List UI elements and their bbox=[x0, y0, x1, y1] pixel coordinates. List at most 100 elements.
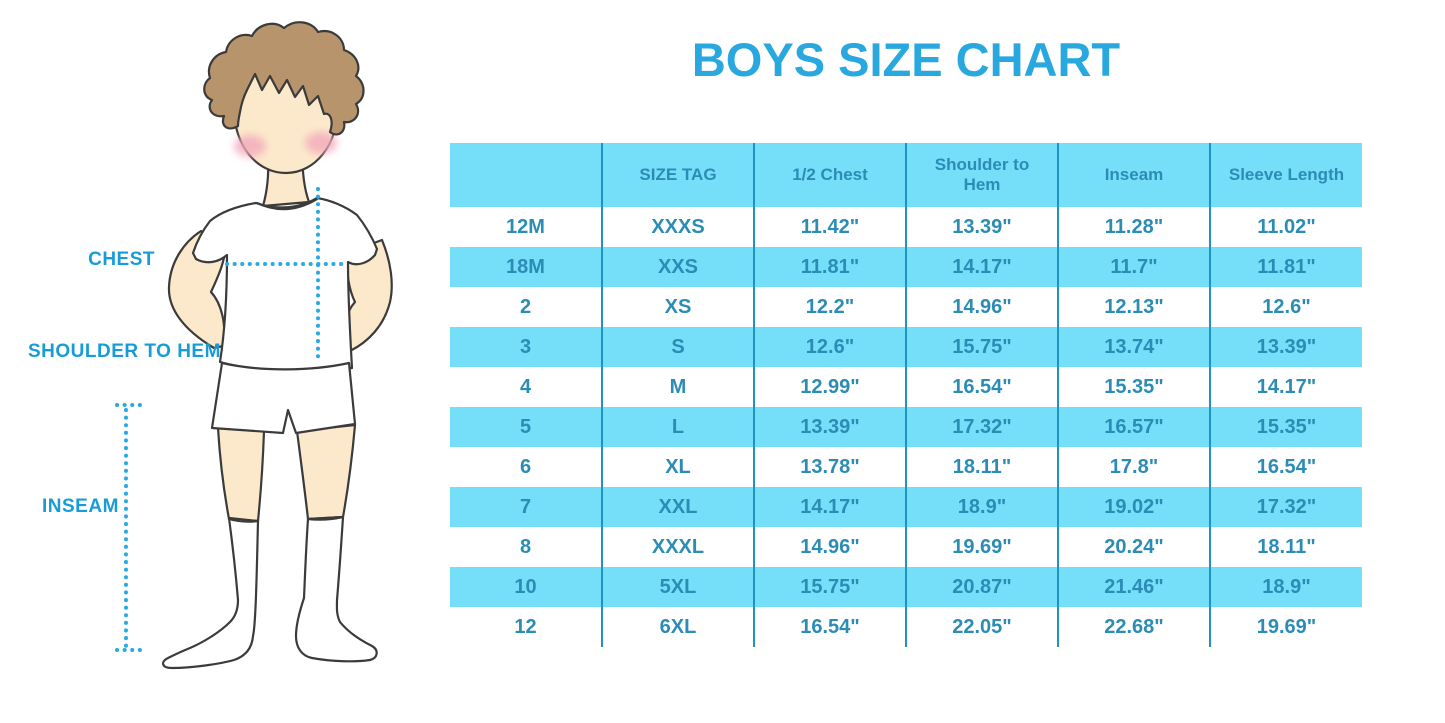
measurement-cell: L bbox=[601, 407, 754, 447]
measurement-cell: 12.99" bbox=[753, 367, 906, 407]
table-row: 6 XL 13.78" 18.11" 17.8" 16.54" bbox=[450, 447, 1362, 487]
table-row: 18M XXS 11.81" 14.17" 11.7" 11.81" bbox=[450, 247, 1362, 287]
measurement-cell: 12.13" bbox=[1057, 287, 1210, 327]
size-label-cell: 7 bbox=[519, 495, 532, 518]
column-header-cell: Inseam bbox=[1057, 143, 1210, 207]
measurement-cell: XS bbox=[601, 287, 754, 327]
measurement-cell: S bbox=[601, 327, 754, 367]
column-header-cell: Shoulder to Hem bbox=[905, 143, 1058, 207]
boy-left-cheek-blush bbox=[234, 135, 266, 157]
measurement-cell: 22.68" bbox=[1057, 607, 1210, 647]
measurement-cell: 14.17" bbox=[753, 487, 906, 527]
measurement-cell: XXXS bbox=[601, 207, 754, 247]
boy-hair bbox=[203, 21, 365, 136]
corner-header-cell bbox=[450, 143, 602, 207]
measurement-cell: XXXL bbox=[601, 527, 754, 567]
measurement-cell: 11.02" bbox=[1209, 207, 1362, 247]
measurement-cell: 12.6" bbox=[753, 327, 906, 367]
measurement-cell: 11.81" bbox=[1209, 247, 1362, 287]
table-row: 12M XXXS 11.42" 13.39" 11.28" 11.02" bbox=[450, 207, 1362, 247]
measurement-cell: XXL bbox=[601, 487, 754, 527]
measurement-cell: 11.28" bbox=[1057, 207, 1210, 247]
measurement-cell: XL bbox=[601, 447, 754, 487]
measurement-cell: 11.42" bbox=[753, 207, 906, 247]
size-label-cell: 12 bbox=[514, 615, 537, 638]
measurement-cell: 11.7" bbox=[1057, 247, 1210, 287]
boy-shirt-collar bbox=[255, 197, 319, 211]
measurement-cell: 13.78" bbox=[753, 447, 906, 487]
table-row: 4 M 12.99" 16.54" 15.35" 14.17" bbox=[450, 367, 1362, 407]
boy-figure bbox=[162, 21, 393, 670]
boy-right-cheek-blush bbox=[305, 132, 337, 154]
table-header-row: SIZE TAG 1/2 Chest Shoulder to Hem Inseam Sl… bbox=[450, 143, 1362, 207]
measurement-cell: 18.9" bbox=[1209, 567, 1362, 607]
measurement-cell: 14.17" bbox=[905, 247, 1058, 287]
measurement-cell: 16.54" bbox=[753, 607, 906, 647]
measurement-cell: 18.11" bbox=[1209, 527, 1362, 567]
size-label-cell: 4 bbox=[519, 375, 532, 398]
table-row: 8 XXXL 14.96" 19.69" 20.24" 18.11" bbox=[450, 527, 1362, 567]
measurement-cell: 16.57" bbox=[1057, 407, 1210, 447]
measurement-cell: 17.32" bbox=[1209, 487, 1362, 527]
measurement-cell: 19.02" bbox=[1057, 487, 1210, 527]
measurement-cell: 20.87" bbox=[905, 567, 1058, 607]
boy-measurement-illustration bbox=[115, 21, 393, 670]
size-label-cell: 12M bbox=[506, 215, 545, 238]
size-label-cell: 3 bbox=[519, 335, 532, 358]
size-label-cell: 2 bbox=[519, 295, 532, 318]
measurement-cell: XXS bbox=[601, 247, 754, 287]
column-header-cell: Sleeve Length bbox=[1209, 143, 1362, 207]
measurement-cell: 15.35" bbox=[1057, 367, 1210, 407]
measurement-cell: 14.17" bbox=[1209, 367, 1362, 407]
measurement-cell: 11.81" bbox=[753, 247, 906, 287]
measurement-cell: 16.54" bbox=[905, 367, 1058, 407]
boy-left-leg bbox=[216, 426, 266, 523]
table-row: 10 5XL 15.75" 20.87" 21.46" 18.9" bbox=[450, 567, 1362, 607]
size-label-cell: 18M bbox=[506, 255, 545, 278]
page-title: BOYS SIZE CHART bbox=[691, 33, 1121, 86]
size-label-cell: 5 bbox=[519, 415, 532, 438]
boy-right-sock bbox=[294, 515, 378, 663]
boy-right-sock-cuff bbox=[306, 515, 345, 521]
measurement-cell: 16.54" bbox=[1209, 447, 1362, 487]
table-row: 12 6XL 16.54" 22.05" 22.68" 19.69" bbox=[450, 607, 1362, 647]
measurement-cell: 17.8" bbox=[1057, 447, 1210, 487]
measurement-cell: 15.75" bbox=[753, 567, 906, 607]
column-header-cell: 1/2 Chest bbox=[753, 143, 906, 207]
shoulder-to-hem-label: SHOULDER TO HEM bbox=[28, 341, 221, 362]
measurement-cell: 14.96" bbox=[753, 527, 906, 567]
measurement-cell: 13.74" bbox=[1057, 327, 1210, 367]
table-row: 2 XS 12.2" 14.96" 12.13" 12.6" bbox=[450, 287, 1362, 327]
table-body: 12M XXXS 11.42" 13.39" 11.28" 11.02" 18M XXS 11.… bbox=[450, 207, 1362, 647]
measurement-cell: 15.75" bbox=[905, 327, 1058, 367]
size-table: SIZE TAG 1/2 Chest Shoulder to Hem Inseam Sl… bbox=[450, 143, 1362, 647]
column-header-cell: SIZE TAG bbox=[601, 143, 754, 207]
measurement-cell: 15.35" bbox=[1209, 407, 1362, 447]
measurement-cell: 12.2" bbox=[753, 287, 906, 327]
measurement-cell: 13.39" bbox=[753, 407, 906, 447]
measurement-cell: 13.39" bbox=[1209, 327, 1362, 367]
measurement-cell: 20.24" bbox=[1057, 527, 1210, 567]
measurement-cell: 6XL bbox=[601, 607, 754, 647]
measurement-cell: 21.46" bbox=[1057, 567, 1210, 607]
measurement-cell: 13.39" bbox=[905, 207, 1058, 247]
size-label-cell: 8 bbox=[519, 535, 532, 558]
measurement-cell: 18.11" bbox=[905, 447, 1058, 487]
measurement-cell: M bbox=[601, 367, 754, 407]
table-row: 5 L 13.39" 17.32" 16.57" 15.35" bbox=[450, 407, 1362, 447]
measurement-guides bbox=[115, 187, 347, 652]
table-row: 3 S 12.6" 15.75" 13.74" 13.39" bbox=[450, 327, 1362, 367]
size-label-cell: 6 bbox=[519, 455, 532, 478]
boy-right-leg bbox=[295, 423, 357, 521]
measurement-cell: 19.69" bbox=[1209, 607, 1362, 647]
inseam-label: INSEAM bbox=[42, 496, 119, 517]
measurement-cell: 5XL bbox=[601, 567, 754, 607]
boy-left-sock-cuff bbox=[227, 517, 260, 523]
measurement-cell: 19.69" bbox=[905, 527, 1058, 567]
measurement-cell: 18.9" bbox=[905, 487, 1058, 527]
boy-shorts bbox=[210, 361, 357, 435]
measurement-cell: 17.32" bbox=[905, 407, 1058, 447]
chest-label: CHEST bbox=[88, 249, 155, 270]
measurement-cell: 12.6" bbox=[1209, 287, 1362, 327]
